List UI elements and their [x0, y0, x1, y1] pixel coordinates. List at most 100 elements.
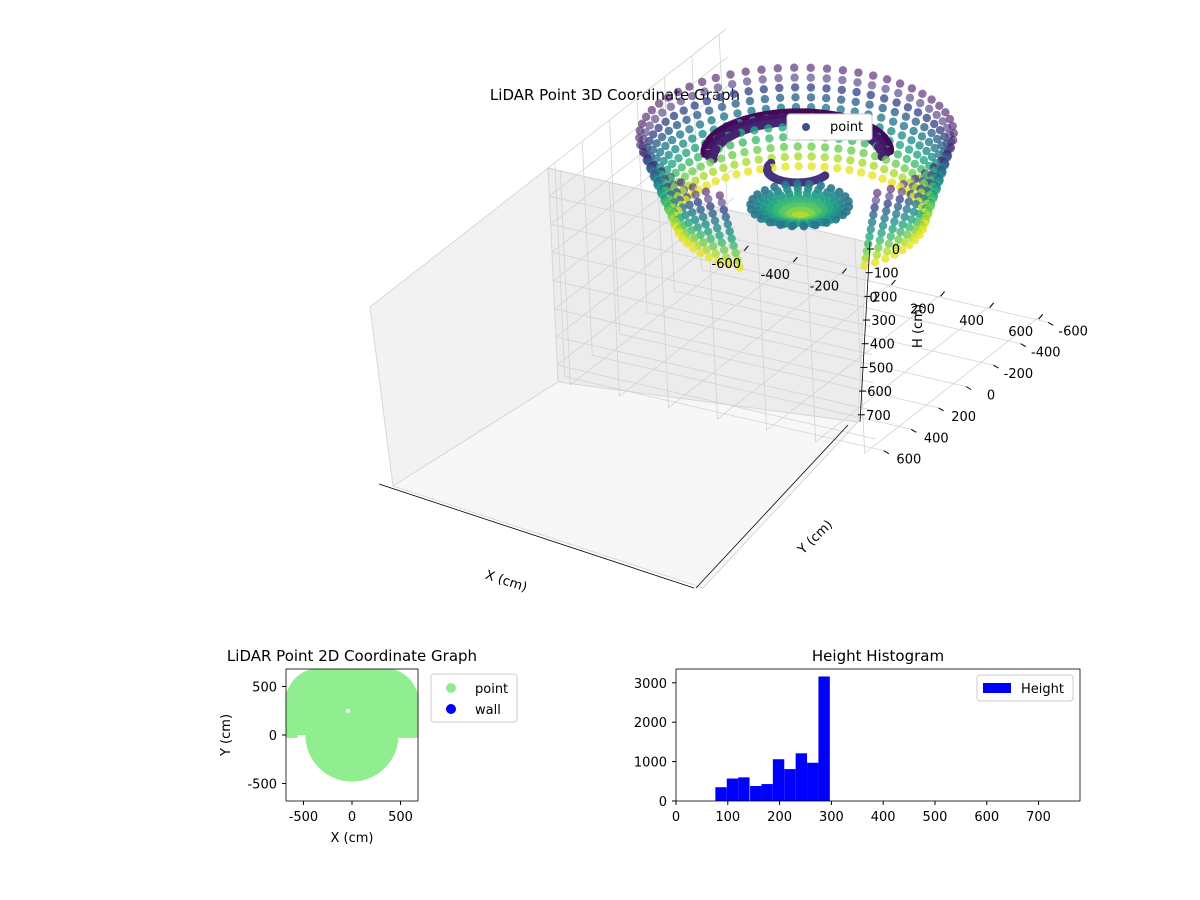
point-3d	[895, 195, 904, 204]
point-3d	[688, 134, 697, 143]
point-3d	[704, 227, 713, 236]
point-3d	[878, 103, 887, 113]
point-3d	[861, 254, 870, 263]
point-3d	[869, 71, 878, 80]
point-3d	[719, 205, 728, 214]
ticks-2d: -500 0 500 -500 0 500	[247, 680, 412, 825]
legend-histogram: Height	[976, 674, 1074, 702]
z-axis-label-3d: H (cm)	[911, 304, 926, 348]
point-3d	[641, 112, 651, 122]
point-3d	[887, 127, 896, 136]
point-3d	[641, 128, 650, 137]
point-3d	[942, 123, 952, 133]
point-3d	[806, 73, 815, 82]
z-tick-label-3d: 500	[869, 361, 894, 376]
point-3d	[726, 70, 735, 79]
point-3d	[715, 191, 724, 200]
point-3d	[845, 165, 854, 175]
y-tick-label-3d: 0	[987, 389, 995, 404]
grid-line-x	[559, 170, 749, 386]
point-3d	[878, 221, 888, 230]
point-3d	[892, 98, 901, 107]
point-3d	[903, 103, 913, 112]
point-3d	[913, 108, 923, 117]
point-3d	[858, 158, 867, 167]
y-tick-label-2d: -500	[247, 778, 277, 793]
point-3d	[820, 162, 829, 172]
grid-line-x	[658, 193, 847, 409]
point-3d	[730, 160, 739, 169]
y-tick-label-3d: -400	[1031, 346, 1061, 361]
histogram-x-tick-label: 500	[923, 810, 948, 825]
point-3d	[664, 126, 673, 136]
point-3d	[882, 247, 892, 256]
point-3d	[846, 156, 855, 165]
grid-line-x	[854, 239, 1043, 454]
point-3d	[938, 117, 947, 126]
point-3d	[729, 89, 739, 99]
grid-line-x	[756, 216, 945, 432]
x-tick-label-3d: -200	[810, 280, 840, 295]
x-axis-label-3d: X (cm)	[483, 568, 529, 596]
point-3d	[744, 87, 753, 96]
point-3d	[922, 146, 931, 156]
y-tick-label-3d: 200	[951, 410, 976, 425]
point-3d	[657, 132, 667, 142]
point-3d	[706, 158, 715, 167]
y-tick-mark-3d	[883, 450, 890, 455]
x-tick-mark-3d	[940, 291, 945, 297]
point-3d	[836, 105, 845, 114]
point-3d	[794, 152, 803, 161]
point-3d	[807, 142, 816, 151]
point-3d	[702, 96, 712, 106]
point-3d	[937, 141, 946, 150]
point-3d	[933, 134, 942, 144]
x-axis-line	[378, 483, 695, 589]
grid-line-y	[636, 98, 967, 387]
point-3d	[702, 181, 711, 190]
histogram-bar	[795, 753, 808, 801]
point-3d	[779, 133, 788, 142]
histogram-y-tick-label: 0	[659, 795, 667, 810]
histogram-bar	[818, 676, 830, 801]
point-3d	[706, 234, 715, 244]
point-3d	[776, 220, 785, 230]
point-3d	[661, 117, 670, 127]
point-3d	[837, 85, 846, 95]
point-3d	[775, 83, 784, 93]
point-3d	[680, 172, 690, 181]
point-3d	[698, 129, 707, 139]
point-3d	[904, 197, 913, 206]
point-3d	[880, 214, 889, 223]
y-tick-mark-3d	[1020, 343, 1027, 348]
point-3d	[894, 88, 903, 98]
point-3d	[806, 63, 815, 72]
histogram-frame	[675, 668, 1081, 802]
x-tick-label-3d: 600	[1008, 325, 1033, 340]
point-3d	[743, 167, 753, 176]
point-3d	[756, 165, 765, 174]
point-3d	[717, 102, 727, 112]
grid-line-z	[551, 113, 872, 327]
x-tick-label-2d: 500	[388, 810, 413, 825]
point-3d	[932, 110, 941, 120]
point-3d	[690, 143, 700, 153]
point-3d	[742, 157, 751, 167]
grid-line-y	[609, 119, 939, 409]
y-tick-label-2d: 500	[252, 680, 277, 695]
point-3d	[838, 66, 848, 75]
point-3d	[887, 178, 897, 187]
point-3d	[905, 93, 915, 103]
point-3d	[851, 97, 860, 107]
point-3d	[672, 121, 682, 130]
point-3d	[705, 106, 714, 115]
point-3d	[860, 261, 869, 270]
point-3d	[811, 220, 820, 230]
points-2d	[286, 669, 418, 782]
point-3d	[853, 78, 862, 87]
point-3d	[867, 81, 877, 90]
x-tick-mark-3d	[891, 279, 896, 286]
point-3d	[758, 75, 767, 84]
z-tick-label-3d: 200	[873, 290, 898, 305]
point-region-gap	[346, 708, 351, 713]
